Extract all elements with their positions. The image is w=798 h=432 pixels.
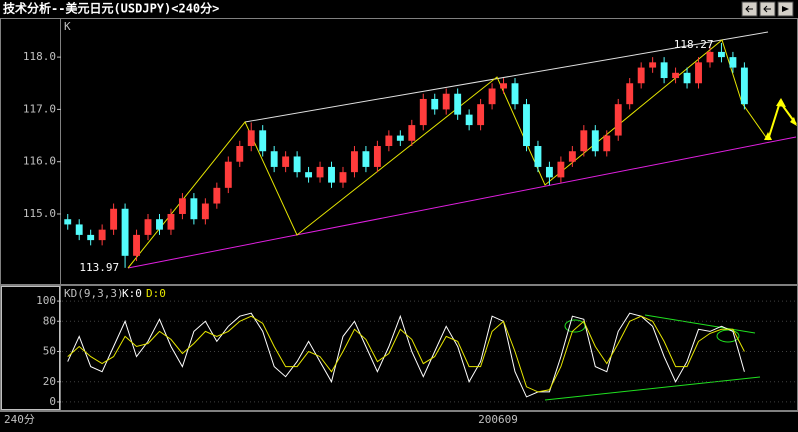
indicator-title: KD(9,3,3) [64,287,124,300]
candle-body [729,57,737,68]
candle-body [660,62,668,79]
candle-body [545,166,553,178]
candle-body [224,161,232,188]
y-tick-label: 80 [43,314,56,327]
candle-body [316,166,324,178]
candle-body [431,98,439,110]
candle-body [706,51,714,63]
candle-body [580,130,588,152]
candle-body [683,72,691,84]
kd-line [67,315,745,393]
candle-body [75,224,83,235]
candle-body [626,83,634,105]
y-tick-label: 118.0 [23,50,56,63]
candle-body [637,67,645,84]
candle-body [740,67,748,105]
candle-body [419,98,427,126]
candle-body [568,151,576,162]
candle-body [465,114,473,126]
candle-body [591,130,599,152]
candle-body [534,146,542,167]
candle-body [511,83,519,105]
candle-body [396,135,404,141]
candle-body [351,151,358,173]
axis-label: K [64,20,71,33]
candle-body [110,208,118,230]
candle-body [247,130,255,147]
candle-body [488,88,496,105]
candle-body [98,229,106,241]
candle-body [201,203,209,220]
candle-body [190,198,198,220]
candle-body [523,104,530,147]
legend-d: D:0 [146,287,166,300]
kd-panel-frame [0,285,798,411]
y-tick-label: 0 [49,395,56,408]
button-icon [782,6,789,12]
candle-body [282,156,290,167]
candle-body [362,151,370,167]
date-label: 200609 [478,413,518,426]
candle-body [614,104,622,136]
legend-k: K:0 [122,287,142,300]
button-icon [763,5,771,13]
candle-body [603,135,611,152]
high-label: 118.27 [674,38,714,51]
trend-line [244,31,769,123]
trend-line [127,136,797,269]
kd-trend-line [544,376,761,401]
candle-body [64,219,72,225]
candle-body [500,83,507,89]
candle-body [213,187,221,204]
y-tick-label: 50 [43,345,56,358]
y-tick-label: 117.0 [23,102,56,115]
wave-line [127,39,769,269]
candle-body [339,172,347,183]
candle-body [442,93,450,110]
kd-axis-frame [1,286,60,410]
candle-body [718,51,725,58]
candle-body [672,72,680,79]
kd-line [67,312,745,398]
candle-body [178,198,186,214]
candle-body [477,104,485,126]
candle-body [121,208,129,256]
period-label: 240分 [4,413,35,426]
candle-body [328,166,335,183]
candle-body [87,234,95,241]
title-bar [0,0,798,18]
kd-highlight [716,329,740,343]
y-tick-label: 20 [43,375,56,388]
candle-body [156,219,163,230]
candle-body [133,234,140,256]
candle-body [385,135,393,147]
candle-body [293,156,301,173]
candle-body [236,146,244,162]
arrow-head [764,98,797,140]
kd-trend-line [644,314,756,334]
y-tick-label: 116.0 [23,155,56,168]
candle-body [259,130,267,152]
candle-body [373,146,381,167]
candle-body [695,62,702,84]
candle-body [270,151,278,167]
candle-body [649,62,657,68]
button-icon [745,5,753,13]
candle-body [557,161,565,178]
candle-body [454,93,462,115]
y-tick-label: 100 [36,294,56,307]
y-tick-label: 115.0 [23,207,56,220]
window-title: 技术分析--美元日元(USDJPY)<240分> [3,1,219,16]
low-label: 113.97 [79,261,119,274]
candle-body [167,213,175,230]
price-panel-frame [0,18,798,285]
candle-body [408,125,416,141]
candle-body [144,219,152,235]
candle-body [305,172,313,178]
window-buttons [741,1,794,17]
